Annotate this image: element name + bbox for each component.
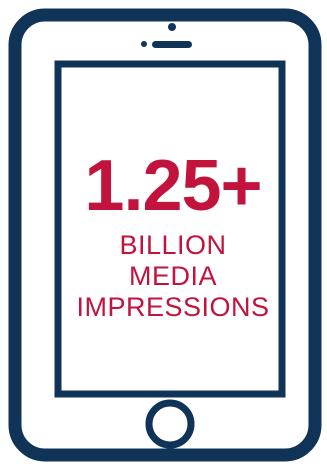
stat-label-line-1: BILLION xyxy=(119,230,227,260)
camera-dot-icon xyxy=(168,23,176,31)
sensor-dot-icon xyxy=(141,41,147,47)
stat-label-line-3: IMPRESSIONS xyxy=(76,292,270,322)
device-frame xyxy=(8,8,322,462)
stat-value: 1.25+ xyxy=(84,146,262,226)
device-screen xyxy=(54,60,286,398)
stat-label-line-2: MEDIA xyxy=(128,261,217,291)
speaker-icon xyxy=(152,41,192,48)
home-button-icon xyxy=(145,399,195,449)
stat-block: 1.25+ BILLION MEDIA IMPRESSIONS xyxy=(60,150,286,323)
